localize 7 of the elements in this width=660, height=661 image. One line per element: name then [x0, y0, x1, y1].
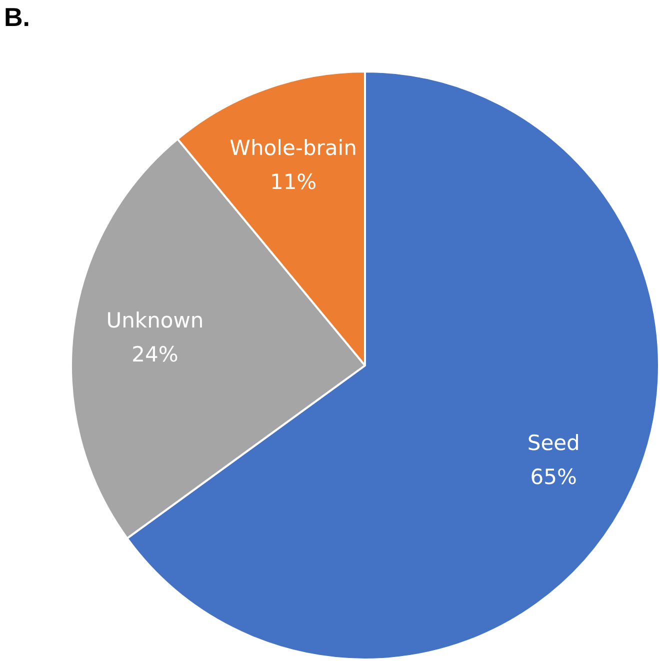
- slice-label: Whole-brain: [230, 136, 357, 160]
- data-label: 65%: [530, 465, 577, 490]
- slice-label: Unknown: [106, 308, 204, 332]
- slice-label: Seed: [527, 431, 580, 456]
- data-label: 11%: [270, 170, 317, 194]
- chart-title: B.: [4, 2, 30, 33]
- data-label: 24%: [132, 342, 178, 366]
